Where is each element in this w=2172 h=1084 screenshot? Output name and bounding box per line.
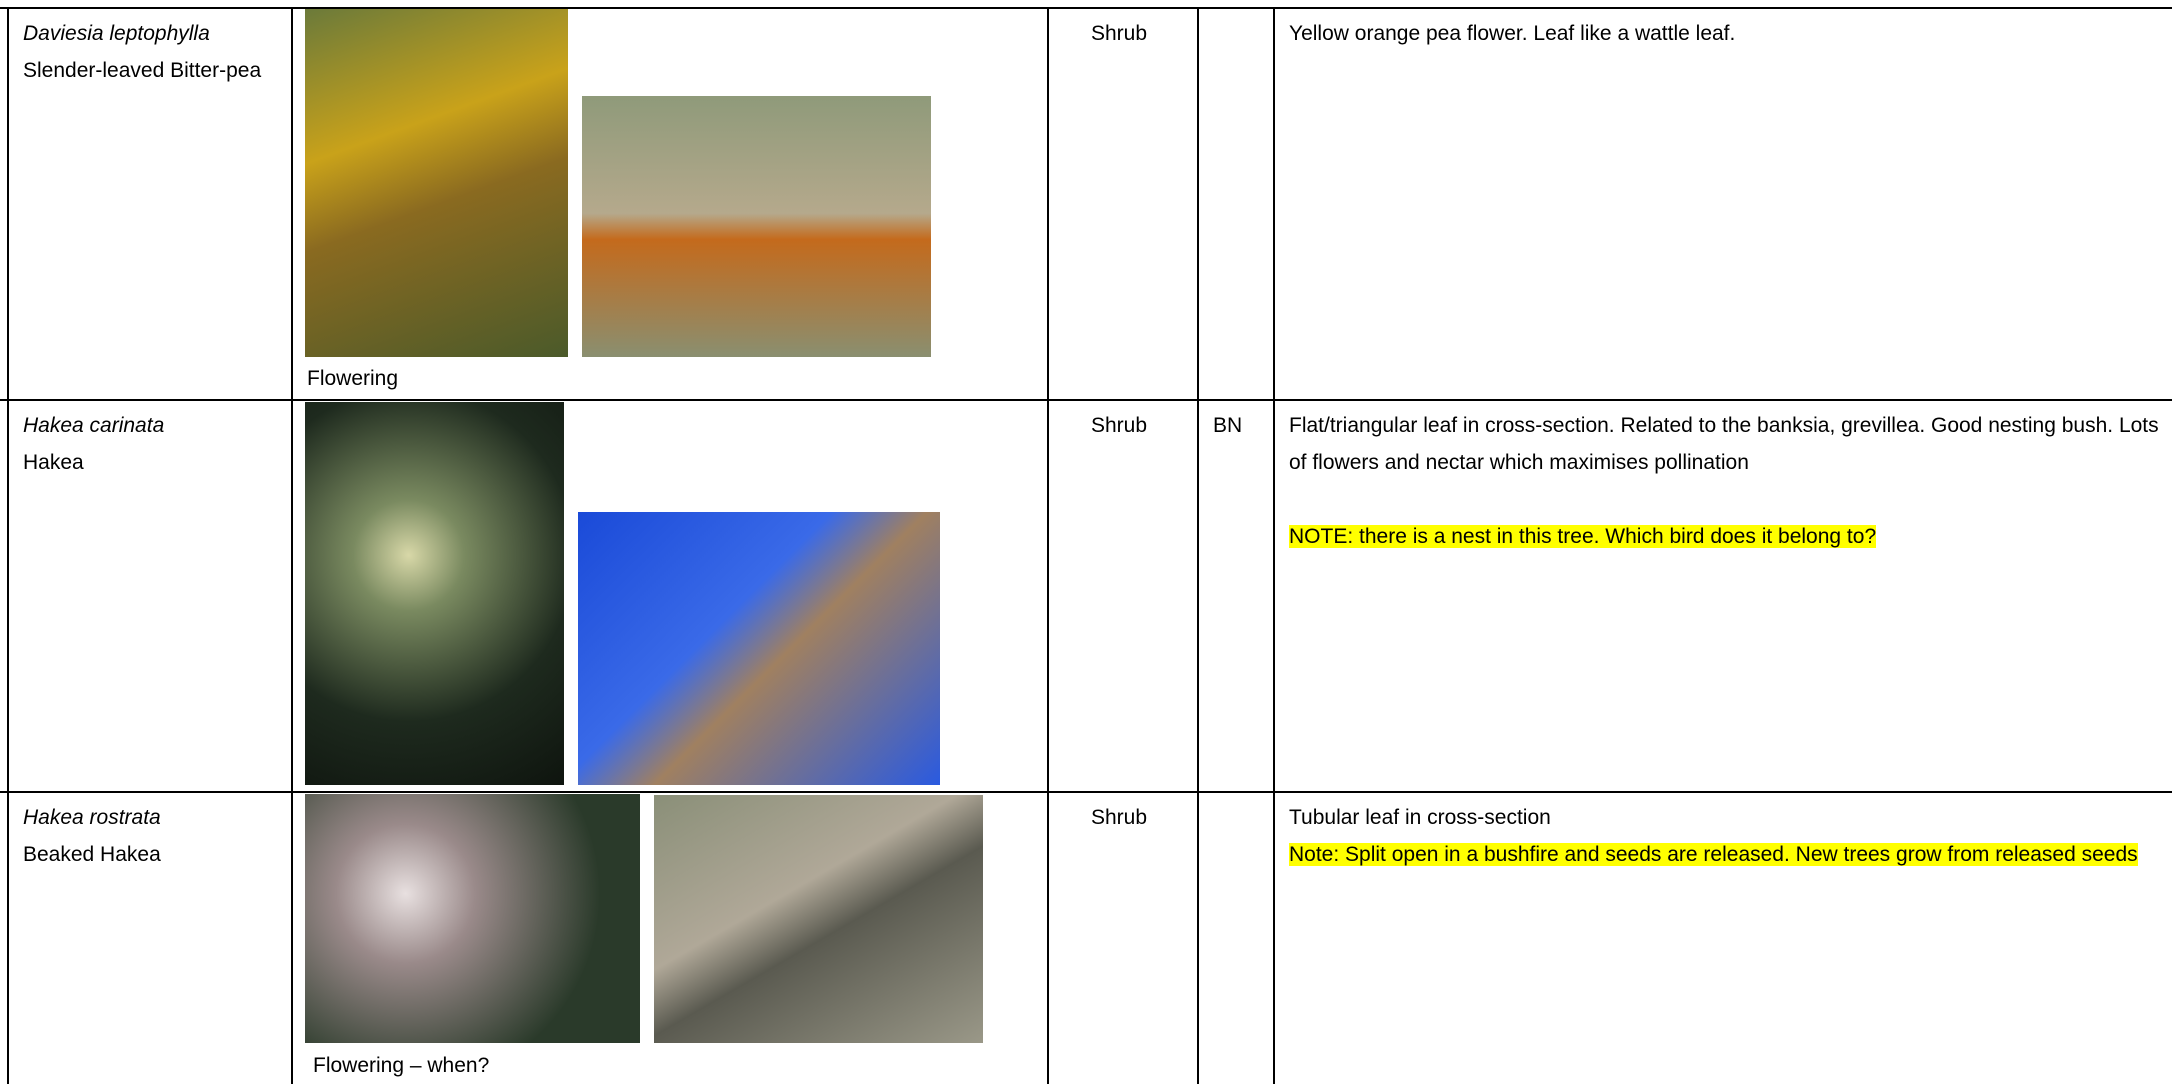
common-name: Beaked Hakea (23, 843, 161, 866)
photo (305, 402, 564, 785)
border (1273, 7, 1275, 1084)
border (1197, 7, 1199, 1084)
notes: Tubular leaf in cross-section Note: Spli… (1275, 793, 2172, 873)
name-cell: Hakea rostrata Beaked Hakea (9, 793, 291, 873)
photo (305, 9, 568, 357)
photo (654, 795, 983, 1043)
border (0, 399, 2172, 401)
common-name: Hakea (23, 451, 84, 474)
highlighted-note: Note: Split open in a bushfire and seeds… (1289, 843, 2138, 866)
code: BN (1213, 414, 1243, 437)
form: Shrub (1091, 414, 1148, 437)
photo (305, 794, 640, 1043)
scientific-name: Hakea rostrata (23, 806, 161, 829)
form: Shrub (1091, 22, 1148, 45)
border (291, 7, 293, 1084)
border (0, 791, 2172, 793)
notes: Flat/triangular leaf in cross-section. R… (1275, 401, 2172, 555)
common-name: Slender-leaved Bitter-pea (23, 59, 262, 82)
border (7, 7, 9, 1084)
caption: Flowering (307, 367, 399, 390)
caption: Flowering – when? (313, 1054, 490, 1077)
photo (578, 512, 940, 785)
notes: Yellow orange pea flower. Leaf like a wa… (1275, 9, 2172, 52)
note: Tubular leaf in cross-section (1289, 806, 1551, 829)
scientific-name: Hakea carinata (23, 414, 165, 437)
scientific-name: Daviesia leptophylla (23, 22, 210, 45)
name-cell: Hakea carinata Hakea (9, 401, 291, 481)
form: Shrub (1091, 806, 1148, 829)
highlighted-note: NOTE: there is a nest in this tree. Whic… (1289, 525, 1877, 548)
photo (582, 96, 931, 357)
note: Flat/triangular leaf in cross-section. R… (1289, 414, 2159, 474)
note: Yellow orange pea flower. Leaf like a wa… (1289, 22, 1736, 45)
border (1047, 7, 1049, 1084)
name-cell: Daviesia leptophylla Slender-leaved Bitt… (9, 9, 291, 89)
border (0, 7, 2172, 9)
